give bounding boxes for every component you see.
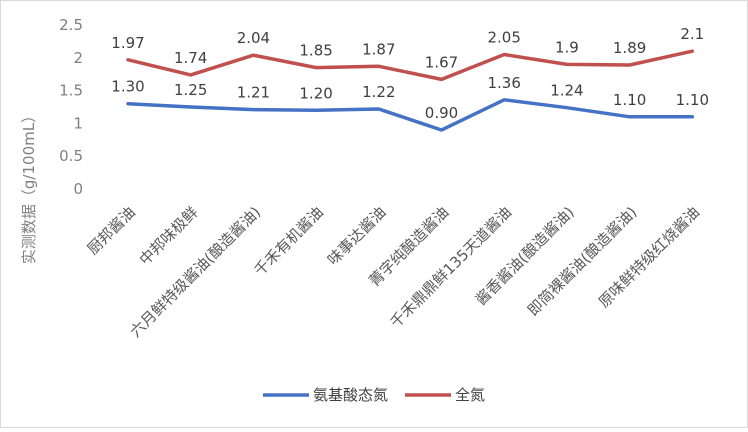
y-tick-label: 1: [73, 114, 83, 132]
y-tick-label: 1.5: [59, 82, 83, 100]
data-label: 1.22: [362, 83, 395, 101]
category-label: 即简裸酱油(酿造酱油): [524, 203, 640, 319]
data-label: 1.9: [555, 38, 579, 56]
y-tick-label: 0: [73, 180, 83, 198]
category-label: 中邦味极鲜: [136, 203, 202, 269]
y-axis-ticks: 0 0.5 1 1.5 2 2.5: [59, 16, 83, 198]
data-label: 0.90: [425, 104, 458, 122]
legend-label-0: 氨基酸态氮: [313, 386, 388, 404]
data-label: 1.67: [425, 53, 458, 71]
x-axis-category-labels: 厨邦酱油中邦味极鲜六月鲜特级酱油(酿造酱油)千禾有机酱油味事达酱油菁字纯酿造酱油…: [84, 203, 703, 341]
y-tick-label: 0.5: [59, 147, 83, 165]
series-line-1: [126, 49, 695, 82]
category-label: 厨邦酱油: [84, 203, 139, 258]
legend: 氨基酸态氮 全氮: [263, 386, 485, 404]
data-label: 2.05: [487, 29, 520, 47]
data-label: 1.74: [174, 49, 207, 67]
series-lines: [126, 49, 695, 132]
data-label: 1.21: [237, 84, 270, 102]
data-label: 2.04: [237, 29, 270, 47]
data-label: 1.87: [362, 40, 395, 58]
category-label: 千禾鼎鼎鲜135天道酱油: [387, 203, 515, 331]
y-tick-label: 2.5: [59, 16, 83, 34]
data-label: 2.1: [680, 25, 704, 43]
data-label: 1.30: [111, 78, 144, 96]
data-label: 1.20: [299, 84, 332, 102]
y-tick-label: 2: [73, 49, 83, 67]
y-axis-label: 实测数据（g/100mL）: [20, 108, 38, 264]
category-label: 六月鲜特级酱油(酿造酱油): [127, 203, 265, 341]
data-label: 1.85: [299, 42, 332, 60]
category-label: 味事达酱油: [324, 203, 390, 269]
data-label: 1.97: [111, 34, 144, 52]
data-labels: 1.30 1.25 1.21 1.20 1.22 0.90 1.36 1.24 1.10 1.10…: [111, 25, 709, 122]
data-label: 1.36: [487, 74, 520, 92]
legend-label-1: 全氮: [455, 386, 485, 404]
data-label: 1.89: [613, 39, 646, 57]
series-line-0: [126, 98, 695, 132]
y-axis-title: 实测数据（g/100mL）: [20, 108, 38, 264]
data-label: 1.24: [550, 82, 583, 100]
data-label: 1.25: [174, 81, 207, 99]
data-label: 1.10: [613, 91, 646, 109]
data-label: 1.10: [676, 91, 709, 109]
